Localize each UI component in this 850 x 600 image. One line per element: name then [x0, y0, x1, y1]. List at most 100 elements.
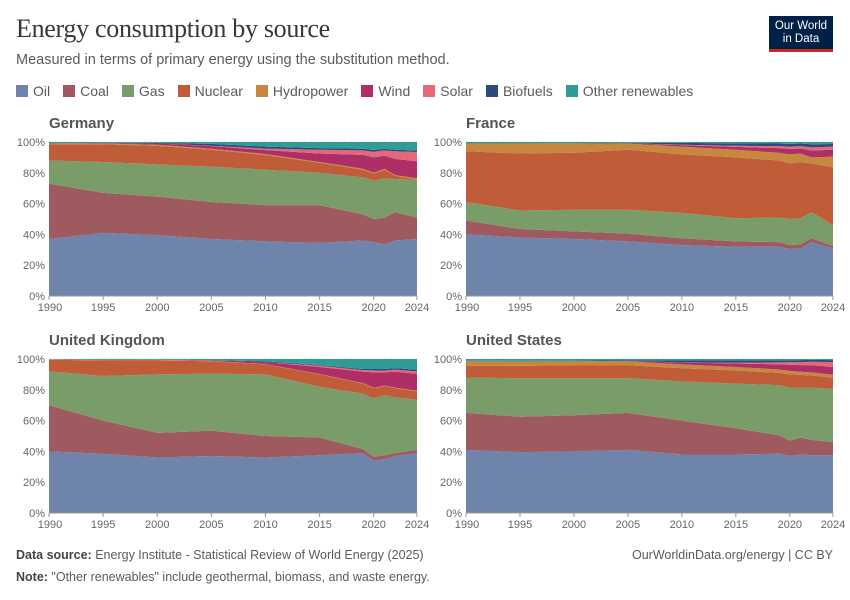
x-tick-label: 2010 — [670, 302, 694, 314]
area-hydropower[interactable] — [466, 361, 833, 378]
legend-item[interactable]: Biofuels — [485, 83, 553, 99]
y-tick-label: 100% — [17, 137, 45, 149]
y-tick-label: 20% — [23, 477, 45, 489]
area-oil[interactable] — [49, 232, 417, 296]
area-oil[interactable] — [466, 234, 833, 296]
area-gas[interactable] — [466, 202, 833, 246]
panel-title: France — [466, 115, 515, 132]
panel-germany: Germany 0% 20% 40% 60% 80% 100% 1990 1995 2000 200… — [17, 115, 429, 314]
legend-item[interactable]: Oil — [16, 83, 50, 99]
x-tick-label: 2024 — [821, 302, 845, 314]
area-nuclear[interactable] — [466, 365, 833, 390]
y-tick-label: 80% — [23, 385, 45, 397]
y-tick-label: 20% — [23, 260, 45, 272]
x-tick-label: 2020 — [778, 519, 802, 531]
x-tick-label: 2010 — [670, 519, 694, 531]
area-gas[interactable] — [49, 371, 417, 457]
area-oil[interactable] — [466, 449, 833, 513]
x-tick-label: 2005 — [199, 519, 223, 531]
area-biofuels[interactable] — [49, 359, 417, 372]
legend-swatch — [361, 85, 374, 97]
y-tick-label: 20% — [440, 260, 462, 272]
y-tick-label: 80% — [23, 168, 45, 180]
legend-label: Other renewables — [582, 83, 694, 99]
x-tick-label: 2005 — [199, 302, 223, 314]
area-nuclear[interactable] — [466, 149, 833, 226]
area-wind[interactable] — [49, 143, 417, 179]
area-biofuels[interactable] — [49, 142, 417, 153]
y-tick-label: 40% — [440, 229, 462, 241]
x-tick-label: 2015 — [724, 519, 748, 531]
note-label: Note: — [16, 570, 48, 584]
area-other-renewables[interactable] — [49, 142, 417, 151]
owid-logo[interactable]: Our World in Data — [769, 16, 833, 52]
x-tick-label: 2010 — [253, 302, 277, 314]
legend-item[interactable]: Solar — [423, 83, 473, 99]
x-tick-label: 2000 — [562, 519, 586, 531]
area-wind[interactable] — [49, 359, 417, 391]
legend-item[interactable]: Other renewables — [565, 83, 694, 99]
area-nuclear[interactable] — [49, 359, 417, 400]
y-tick-label: 60% — [440, 416, 462, 428]
legend-label: Biofuels — [502, 83, 553, 99]
x-tick-label: 2000 — [562, 302, 586, 314]
x-tick-label: 1995 — [508, 519, 532, 531]
area-wind[interactable] — [466, 361, 833, 375]
source-url[interactable]: OurWorldinData.org/energy | CC BY — [631, 548, 833, 562]
area-solar[interactable] — [49, 359, 417, 374]
area-oil[interactable] — [49, 451, 417, 513]
y-tick-label: 100% — [434, 137, 462, 149]
legend-label: Coal — [80, 83, 109, 99]
panel-france: France 0% 20% 40% 60% 80% 100% 1990 1995 2000 2005… — [434, 115, 845, 314]
source-text[interactable]: Energy Institute - Statistical Review of… — [91, 548, 424, 562]
area-biofuels[interactable] — [466, 142, 833, 148]
x-tick-label: 2015 — [307, 519, 331, 531]
legend-item[interactable]: Gas — [121, 83, 165, 99]
area-coal[interactable] — [49, 183, 417, 245]
legend-swatch — [16, 85, 28, 97]
area-other-renewables[interactable] — [466, 359, 833, 361]
area-nuclear[interactable] — [49, 144, 417, 181]
area-hydropower[interactable] — [466, 143, 833, 168]
area-other-renewables[interactable] — [466, 142, 833, 145]
y-tick-label: 40% — [440, 446, 462, 458]
legend-item[interactable]: Hydropower — [255, 83, 348, 99]
x-tick-label: 1995 — [91, 302, 115, 314]
x-tick-label: 2000 — [145, 519, 169, 531]
y-tick-label: 0% — [446, 508, 462, 520]
x-tick-label: 2024 — [821, 519, 845, 531]
x-tick-label: 1995 — [91, 519, 115, 531]
x-tick-label: 2015 — [724, 302, 748, 314]
note: Note: "Other renewables" include geother… — [16, 570, 430, 584]
legend-label: Solar — [440, 83, 473, 99]
y-tick-label: 0% — [446, 291, 462, 303]
area-gas[interactable] — [466, 377, 833, 443]
area-gas[interactable] — [49, 160, 417, 219]
panel-title: United States — [466, 332, 562, 349]
legend-item[interactable]: Coal — [63, 83, 109, 99]
area-coal[interactable] — [49, 405, 417, 461]
area-coal[interactable] — [466, 412, 833, 457]
area-coal[interactable] — [466, 220, 833, 250]
panel-title: Germany — [49, 115, 115, 132]
area-biofuels[interactable] — [466, 359, 833, 363]
legend-item[interactable]: Wind — [361, 83, 410, 99]
panel-united-states: United States 0% 20% 40% 60% 80% 100% 1990 1995 2… — [434, 332, 845, 531]
x-tick-label: 2020 — [361, 519, 385, 531]
area-other-renewables[interactable] — [49, 359, 417, 370]
chart-title: Energy consumption by source — [16, 14, 330, 43]
legend-label: Oil — [33, 83, 51, 99]
area-solar[interactable] — [466, 143, 833, 151]
area-solar[interactable] — [49, 143, 417, 162]
area-wind[interactable] — [466, 143, 833, 158]
chart-subtitle: Measured in terms of primary energy usin… — [16, 52, 450, 68]
legend-item[interactable]: Nuclear — [177, 83, 243, 99]
legend-swatch — [63, 85, 76, 97]
x-tick-label: 2015 — [307, 302, 331, 314]
note-text: "Other renewables" include geothermal, b… — [47, 570, 430, 584]
y-tick-label: 60% — [23, 416, 45, 428]
y-tick-label: 40% — [23, 229, 45, 241]
y-tick-label: 80% — [440, 168, 462, 180]
x-tick-label: 2010 — [253, 519, 277, 531]
